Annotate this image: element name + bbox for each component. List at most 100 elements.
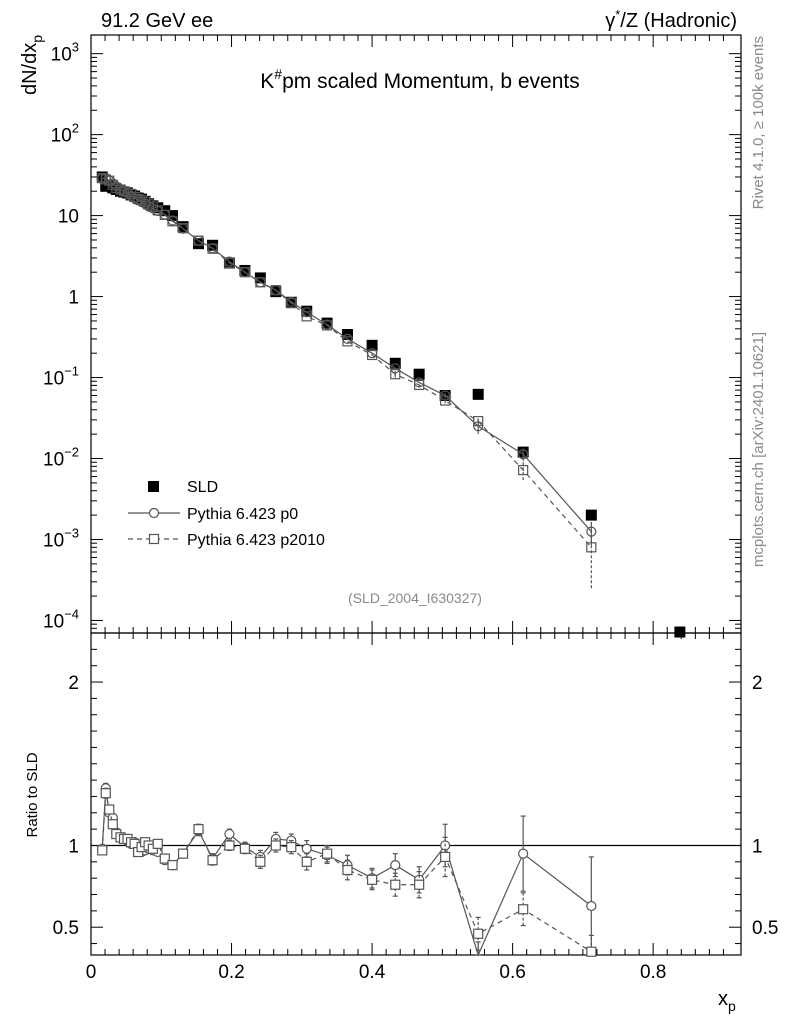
p2010-ratio-point — [440, 851, 451, 863]
p0-point — [518, 449, 529, 460]
p2010-ratio-point — [97, 845, 108, 856]
p2010-point — [207, 243, 218, 254]
legend: SLD Pythia 6.423 p0 Pythia 6.423 p2010 — [128, 479, 325, 549]
main-y-tick-label: 103 — [51, 40, 79, 66]
p0-ratio-point — [518, 848, 529, 859]
p0-ratio-point — [301, 843, 312, 854]
legend-p2010-label: Pythia 6.423 p2010 — [187, 532, 325, 549]
sld-point — [96, 171, 108, 183]
p2010-ratio-point — [366, 874, 378, 885]
ratio-axis-ticks — [90, 633, 741, 955]
p2010-point — [239, 267, 250, 278]
mcplots-label: mcplots.cern.ch [arXiv:2401.10621] — [750, 332, 767, 567]
process-label: γ*/Z (Hadronic) — [605, 7, 737, 32]
p2010-ratio-point — [159, 853, 170, 864]
sld-point — [301, 305, 313, 317]
p0-ratio-point — [224, 828, 235, 840]
p2010-point — [518, 464, 529, 476]
sld-point — [239, 264, 251, 276]
analysis-id-label: (SLD_2004_I630327) — [348, 590, 482, 606]
p2010-point — [125, 188, 137, 200]
sld-point — [585, 509, 597, 521]
x-tick-label: 0.4 — [359, 962, 386, 983]
x-tick-labels: 0 0.2 0.4 0.6 0.8 — [86, 962, 667, 983]
legend-sld-marker — [148, 481, 159, 492]
p2010-ratio-point — [207, 855, 218, 866]
sld-point — [472, 388, 484, 400]
p2010-point — [390, 369, 401, 380]
x-tick-label: 0.2 — [218, 962, 244, 983]
rivet-version-label: Rivet 4.1.0, ≥ 100k events — [750, 36, 767, 209]
main-y-axis-title: dN/dxp — [19, 35, 45, 95]
p2010-point — [159, 209, 170, 221]
ratio-y-axis-title: Ratio to SLD — [24, 752, 41, 837]
p2010-point — [286, 298, 297, 309]
p2010-ratio-point — [255, 856, 266, 867]
sld-point — [177, 221, 189, 233]
p2010-ratio-point — [270, 840, 281, 851]
legend-p0-label: Pythia 6.423 p0 — [187, 506, 298, 523]
ratio-y-tick-labels: 0.5 0.5 1 1 2 2 — [53, 673, 779, 939]
sld-point — [193, 238, 205, 250]
p2010-point — [342, 336, 353, 347]
p2010-ratio-point — [104, 804, 115, 815]
main-y-tick-label: 10−4 — [43, 606, 79, 632]
p2010-point — [97, 173, 108, 184]
main-y-tick-label: 102 — [51, 121, 79, 147]
ratio-plot-frame — [90, 632, 742, 956]
legend-p2010-marker — [148, 533, 160, 545]
energy-label: 91.2 GeV ee — [101, 10, 213, 32]
sld-point — [674, 626, 686, 638]
p2010-ratio-point — [301, 856, 312, 867]
legend-sld-label: SLD — [187, 479, 218, 496]
p0-main-line — [102, 177, 592, 533]
p2010-ratio-point — [390, 879, 401, 890]
x-tick-label: 0.6 — [499, 962, 525, 983]
p2010-point — [224, 257, 235, 269]
p2010-point — [586, 542, 597, 553]
x-axis-title: xp — [718, 988, 736, 1014]
p2010-point — [414, 379, 425, 391]
ratio-y-tick-label-right: 0.5 — [752, 918, 778, 939]
p2010-point — [118, 186, 130, 197]
chart-title: K#pm scaled Momentum, b events — [260, 66, 579, 93]
sld-point — [270, 286, 282, 298]
p2010-point — [322, 320, 333, 331]
p2010-point — [115, 184, 126, 195]
p2010-ratio-point — [224, 840, 235, 851]
p2010-ratio-point — [239, 843, 250, 854]
ratio-panel: 0.5 0.5 1 1 2 2 0 0.2 0.4 0.6 0.8 Ratio to SLD xp — [24, 632, 779, 1014]
p2010-ratio-point — [152, 838, 163, 849]
p2010-point — [193, 235, 204, 246]
sld-point — [321, 317, 333, 329]
main-y-tick-label: 10−3 — [43, 525, 79, 551]
p2010-point — [255, 277, 266, 288]
p2010-ratio-point — [586, 946, 597, 957]
p2010-point — [366, 349, 378, 361]
sld-point — [366, 339, 378, 351]
p2010-ratio-point — [100, 788, 111, 799]
p2010-ratio-point — [286, 842, 297, 853]
p2010-ratio-point — [177, 848, 189, 859]
p2010-ratio-point — [167, 860, 178, 871]
ratio-series — [97, 782, 597, 957]
p2010-ratio-point — [322, 848, 333, 859]
p2010-ratio-point — [342, 864, 353, 876]
main-y-tick-label: 1 — [68, 288, 79, 309]
p2010-point — [270, 285, 281, 296]
p0-point — [390, 363, 401, 374]
p2010-ratio-point — [414, 879, 425, 890]
ratio-y-tick-label-left: 2 — [68, 673, 79, 694]
p2010-point — [100, 174, 111, 185]
p2010-point — [167, 216, 178, 227]
p2010-ratio-point — [193, 824, 204, 835]
main-y-tick-label: 10 — [58, 207, 79, 228]
sld-point — [207, 239, 219, 251]
p0-ratio-point — [586, 900, 597, 912]
main-axis-ticks — [90, 35, 741, 634]
p2010-point — [473, 415, 484, 427]
ratio-y-tick-label-left: 1 — [68, 836, 79, 857]
